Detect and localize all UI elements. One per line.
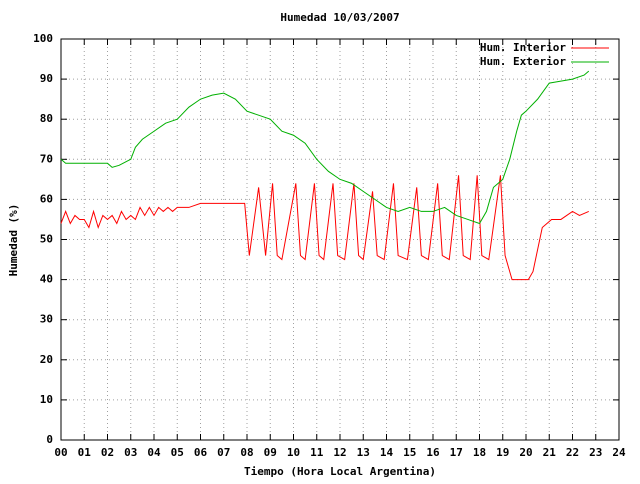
y-tick-label: 70 bbox=[40, 152, 53, 165]
x-tick-label: 03 bbox=[124, 446, 137, 459]
x-tick-label: 20 bbox=[519, 446, 532, 459]
x-tick-label: 16 bbox=[426, 446, 440, 459]
x-tick-label: 11 bbox=[310, 446, 324, 459]
x-tick-label: 04 bbox=[147, 446, 161, 459]
x-tick-label: 07 bbox=[217, 446, 230, 459]
x-tick-label: 21 bbox=[543, 446, 557, 459]
y-tick-label: 50 bbox=[40, 233, 53, 246]
x-tick-label: 05 bbox=[171, 446, 184, 459]
x-tick-label: 22 bbox=[566, 446, 579, 459]
x-tick-label: 17 bbox=[450, 446, 463, 459]
x-tick-label: 24 bbox=[612, 446, 626, 459]
y-tick-label: 100 bbox=[33, 32, 53, 45]
x-tick-label: 08 bbox=[240, 446, 253, 459]
x-tick-label: 00 bbox=[54, 446, 67, 459]
series-line bbox=[60, 175, 589, 281]
x-tick-label: 02 bbox=[101, 446, 114, 459]
x-tick-label: 01 bbox=[78, 446, 92, 459]
x-tick-label: 13 bbox=[357, 446, 370, 459]
chart-title: Humedad 10/03/2007 bbox=[280, 11, 399, 24]
y-tick-label: 30 bbox=[40, 313, 53, 326]
y-tick-label: 10 bbox=[40, 393, 53, 406]
x-tick-label: 19 bbox=[496, 446, 509, 459]
y-tick-label: 40 bbox=[40, 273, 53, 286]
y-tick-label: 20 bbox=[40, 353, 53, 366]
x-tick-label: 23 bbox=[589, 446, 602, 459]
series-line bbox=[60, 70, 590, 225]
x-axis-label: Tiempo (Hora Local Argentina) bbox=[244, 465, 436, 478]
y-tick-label: 90 bbox=[40, 72, 53, 85]
x-tick-label: 18 bbox=[473, 446, 486, 459]
x-tick-label: 06 bbox=[194, 446, 208, 459]
plot-border bbox=[60, 38, 620, 441]
legend-label: Hum. Interior bbox=[480, 41, 566, 54]
y-tick-label: 60 bbox=[40, 192, 53, 205]
x-tick-label: 15 bbox=[403, 446, 416, 459]
y-axis-label: Humedad (%) bbox=[7, 204, 20, 277]
y-tick-label: 0 bbox=[46, 433, 53, 446]
legend-label: Hum. Exterior bbox=[480, 55, 566, 68]
x-tick-label: 12 bbox=[333, 446, 346, 459]
x-tick-label: 14 bbox=[380, 446, 394, 459]
x-tick-label: 09 bbox=[264, 446, 277, 459]
x-tick-label: 10 bbox=[287, 446, 300, 459]
y-tick-label: 80 bbox=[40, 112, 53, 125]
